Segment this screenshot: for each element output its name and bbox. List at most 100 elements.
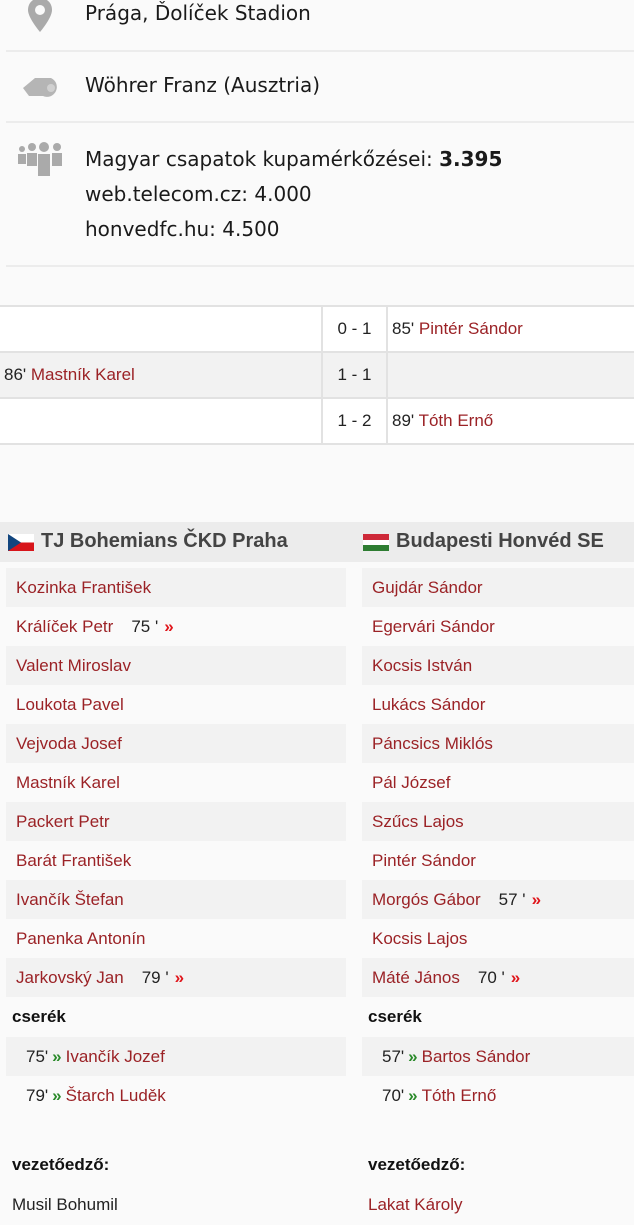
player-row: Morgós Gábor 57 ' » — [362, 880, 634, 919]
goal-row: 0 - 1 85' Pintér Sándor — [0, 305, 634, 353]
player-link[interactable]: Panenka Antonín — [16, 929, 146, 948]
player-row: Panenka Antonín — [6, 919, 346, 958]
player-row: Kocsis Lajos — [362, 919, 634, 958]
away-goal — [387, 351, 634, 399]
away-lineup: Gujdár Sándor Egervári Sándor Kocsis Istvá… — [362, 568, 634, 1225]
sub-minute: 79' — [26, 1086, 49, 1105]
player-link[interactable]: Valent Miroslav — [16, 656, 131, 675]
home-goal — [0, 305, 322, 353]
whistle-icon — [14, 74, 66, 104]
spacer — [362, 1115, 634, 1145]
sub-in-icon: » — [52, 1086, 62, 1105]
home-lineup: Kozinka František Králíček Petr 75 ' » Valen… — [6, 568, 346, 1225]
attendance: Magyar csapatok kupamérkőzései: 3.395 we… — [85, 142, 502, 247]
player-link[interactable]: Lukács Sándor — [372, 695, 486, 714]
sub-minute: 57' — [382, 1047, 405, 1066]
player-link[interactable]: Kozinka František — [16, 578, 152, 597]
coach-name: Musil Bohumil — [12, 1195, 118, 1214]
sub-row: 70'» Tóth Ernő — [362, 1076, 634, 1115]
player-row: Szűcs Lajos — [362, 802, 634, 841]
player-link[interactable]: Pintér Sándor — [418, 319, 523, 338]
player-link[interactable]: Szűcs Lajos — [372, 812, 464, 831]
sub-minute: 70' — [382, 1086, 405, 1105]
venue-row: Prága, Ďolíček Stadion — [6, 0, 634, 52]
attendance-label: Magyar csapatok kupamérkőzései: — [85, 147, 433, 171]
player-link[interactable]: Ivančík Štefan — [16, 890, 124, 909]
attendance-alt-2: honvedfc.hu: 4.500 — [85, 217, 280, 241]
subs-label: cserék — [368, 1007, 422, 1026]
player-row: Gujdár Sándor — [362, 568, 634, 607]
player-link[interactable]: Pintér Sándor — [372, 851, 476, 870]
away-goal: 89' Tóth Ernő — [387, 397, 634, 445]
goal-minute: 85' — [392, 319, 415, 338]
player-link[interactable]: Tóth Ernő — [418, 411, 494, 430]
player-link[interactable]: Kocsis Lajos — [372, 929, 468, 948]
player-link[interactable]: Štarch Luděk — [65, 1086, 166, 1105]
player-link[interactable]: Králíček Petr — [16, 617, 114, 636]
sub-minute: 70 ' — [477, 968, 505, 987]
attendance-row: Magyar csapatok kupamérkőzései: 3.395 we… — [6, 123, 634, 267]
coach-label: vezetőedző: — [12, 1155, 110, 1174]
player-row: Lukács Sándor — [362, 685, 634, 724]
player-link[interactable]: Vejvoda Josef — [16, 734, 122, 753]
player-link[interactable]: Barát František — [16, 851, 132, 870]
player-row: Loukota Pavel — [6, 685, 346, 724]
player-link[interactable]: Morgós Gábor — [372, 890, 481, 909]
home-team-name[interactable]: TJ Bohemians ČKD Praha — [41, 530, 288, 552]
home-goal — [0, 397, 322, 445]
player-row: Máté János 70 ' » — [362, 958, 634, 997]
hungarian-flag-icon — [363, 534, 389, 551]
player-link[interactable]: Ivančík Jozef — [65, 1047, 165, 1066]
player-link[interactable]: Gujdár Sándor — [372, 578, 483, 597]
sub-out-icon: » — [510, 968, 521, 987]
player-link[interactable]: Jarkovský Jan — [16, 968, 124, 987]
coach-label: vezetőedző: — [368, 1155, 466, 1174]
player-row: Pintér Sándor — [362, 841, 634, 880]
referee: Wöhrer Franz (Ausztria) — [85, 73, 320, 97]
player-link[interactable]: Loukota Pavel — [16, 695, 124, 714]
czech-flag-icon — [8, 534, 34, 551]
score: 1 - 1 — [321, 351, 388, 399]
player-link[interactable]: Pál József — [372, 773, 451, 792]
goal-row: 86' Mastník Karel 1 - 1 — [0, 351, 634, 399]
sub-minute: 57 ' — [498, 890, 526, 909]
player-row: Mastník Karel — [6, 763, 346, 802]
player-link[interactable]: Egervári Sándor — [372, 617, 495, 636]
player-row: Vejvoda Josef — [6, 724, 346, 763]
player-link[interactable]: Packert Petr — [16, 812, 110, 831]
sub-in-icon: » — [408, 1047, 418, 1066]
map-pin-icon — [14, 0, 66, 36]
player-row: Jarkovský Jan 79 ' » — [6, 958, 346, 997]
goal-minute: 86' — [4, 365, 27, 384]
goal-minute: 89' — [392, 411, 415, 430]
referee-row: Wöhrer Franz (Ausztria) — [6, 52, 634, 123]
player-row: Páncsics Miklós — [362, 724, 634, 763]
player-link[interactable]: Bartos Sándor — [421, 1047, 531, 1066]
goal-row: 1 - 2 89' Tóth Ernő — [0, 397, 634, 445]
sub-out-icon: » — [174, 968, 185, 987]
player-row: Pál József — [362, 763, 634, 802]
attendance-alt-1: web.telecom.cz: 4.000 — [85, 182, 312, 206]
sub-minute: 75 ' — [131, 617, 159, 636]
spacer — [6, 1115, 346, 1145]
sub-in-icon: » — [52, 1047, 62, 1066]
player-link[interactable]: Páncsics Miklós — [372, 734, 493, 753]
venue: Prága, Ďolíček Stadion — [85, 1, 311, 25]
player-link[interactable]: Mastník Karel — [16, 773, 120, 792]
player-link[interactable]: Mastník Karel — [30, 365, 135, 384]
score: 0 - 1 — [321, 305, 388, 353]
player-link[interactable]: Kocsis István — [372, 656, 473, 675]
player-link[interactable]: Tóth Ernő — [421, 1086, 497, 1105]
attendance-value: 3.395 — [439, 147, 503, 171]
player-row: Barát František — [6, 841, 346, 880]
player-link[interactable]: Máté János — [372, 968, 460, 987]
sub-out-icon: » — [531, 890, 542, 909]
coach-name[interactable]: Lakat Károly — [368, 1195, 463, 1214]
player-row: Valent Miroslav — [6, 646, 346, 685]
player-row: Králíček Petr 75 ' » — [6, 607, 346, 646]
goals-table: 0 - 1 85' Pintér Sándor 86' Mastník Kare… — [0, 305, 634, 445]
sub-out-icon: » — [164, 617, 174, 636]
away-team-name[interactable]: Budapesti Honvéd SE — [396, 530, 604, 552]
player-row: Kocsis István — [362, 646, 634, 685]
sub-minute: 79 ' — [141, 968, 169, 987]
